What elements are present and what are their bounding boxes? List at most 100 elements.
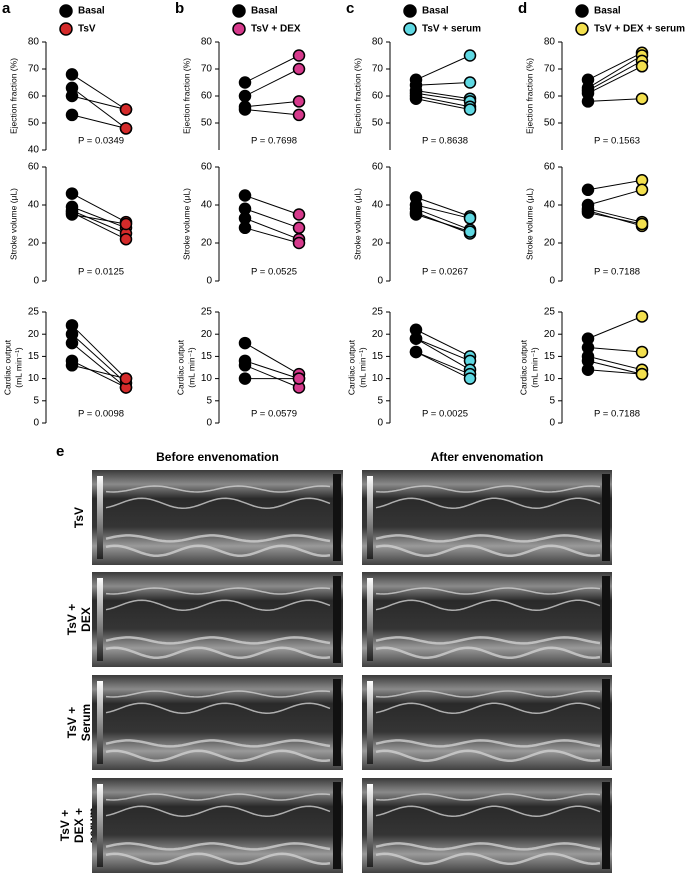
data-point bbox=[238, 372, 252, 385]
pair-line bbox=[244, 109, 300, 116]
y-tick-label: 15 bbox=[28, 351, 40, 362]
y-tick-label: 20 bbox=[544, 238, 556, 249]
legend-label: Basal bbox=[422, 6, 449, 17]
pair-line bbox=[415, 204, 471, 219]
data-point bbox=[119, 232, 133, 246]
y-tick-label: 20 bbox=[372, 329, 384, 340]
echo-wall bbox=[105, 702, 331, 714]
pair-line bbox=[415, 90, 471, 100]
echo-wall bbox=[105, 793, 331, 801]
data-point bbox=[409, 332, 423, 345]
p-value: P = 0.8638 bbox=[422, 136, 468, 147]
p-value: P = 0.0349 bbox=[78, 136, 124, 147]
y-tick-label: 0 bbox=[206, 418, 212, 429]
y-tick-label: 40 bbox=[544, 200, 556, 211]
pair-line bbox=[244, 55, 300, 83]
y-tick-label: 5 bbox=[377, 395, 383, 406]
echo-wall bbox=[375, 739, 601, 748]
y-tick-label: 0 bbox=[377, 276, 383, 287]
data-point bbox=[238, 359, 252, 372]
data-point bbox=[292, 236, 306, 250]
echo-wall bbox=[375, 749, 601, 762]
pair-line bbox=[71, 212, 127, 240]
y-tick-label: 5 bbox=[206, 395, 212, 406]
y-tick-label: 15 bbox=[544, 351, 556, 362]
pair-line bbox=[71, 342, 127, 388]
echo-scale bbox=[602, 782, 610, 869]
y-tick-label: 0 bbox=[206, 276, 212, 287]
pair-line bbox=[71, 360, 127, 388]
data-point bbox=[463, 225, 477, 238]
p-value: P = 0.0025 bbox=[422, 409, 468, 420]
p-value: P = 0.0125 bbox=[78, 267, 124, 278]
echo-wall bbox=[105, 739, 331, 748]
y-tick-label: 60 bbox=[201, 162, 213, 173]
echo-wall bbox=[375, 534, 601, 543]
echo-wall bbox=[105, 587, 331, 595]
pair-line bbox=[71, 324, 127, 379]
row-label: TsV + bbox=[65, 707, 79, 738]
y-axis-label: (mL min⁻¹) bbox=[186, 347, 196, 388]
p-value: P = 0.0579 bbox=[251, 409, 297, 420]
data-point bbox=[119, 217, 133, 231]
pair-line bbox=[244, 208, 300, 229]
p-value: P = 0.1563 bbox=[594, 136, 640, 147]
pair-line bbox=[587, 60, 643, 92]
y-axis-label: Stroke volume (μL) bbox=[524, 188, 534, 260]
pair-line bbox=[71, 214, 127, 225]
echo-image bbox=[362, 470, 612, 565]
data-point bbox=[238, 189, 252, 202]
data-point bbox=[238, 221, 252, 235]
pair-line bbox=[415, 351, 471, 375]
y-axis-label: Ejection fraction (%) bbox=[8, 58, 18, 134]
echo-gain-bar bbox=[367, 476, 373, 559]
pair-line bbox=[244, 364, 300, 388]
echo-gain-bar bbox=[97, 681, 103, 764]
echo-image bbox=[362, 572, 612, 667]
row-label: DEX + bbox=[72, 808, 86, 843]
echo-wall bbox=[105, 805, 331, 817]
data-point bbox=[65, 187, 79, 200]
pair-line bbox=[415, 214, 471, 233]
y-tick-label: 80 bbox=[28, 37, 40, 48]
echo-gain-bar bbox=[97, 784, 103, 867]
echo-wall bbox=[105, 842, 331, 851]
y-tick-label: 20 bbox=[544, 329, 556, 340]
data-point bbox=[292, 49, 306, 62]
p-value: P = 0.7698 bbox=[251, 136, 297, 147]
data-point bbox=[238, 103, 252, 116]
echo-wall bbox=[105, 599, 331, 611]
echo-scale bbox=[333, 782, 341, 869]
y-tick-label: 20 bbox=[28, 238, 40, 249]
echo-gain-bar bbox=[97, 578, 103, 661]
pair-line bbox=[71, 193, 127, 223]
legend-label: TsV + DEX bbox=[251, 24, 301, 35]
legend-marker bbox=[232, 4, 246, 18]
y-axis-label: Stroke volume (μL) bbox=[181, 188, 191, 260]
legend-marker bbox=[232, 22, 246, 36]
echo-gain-bar bbox=[97, 476, 103, 559]
pair-line bbox=[587, 98, 643, 102]
echo-wall bbox=[105, 534, 331, 543]
data-point bbox=[65, 359, 79, 372]
y-tick-label: 25 bbox=[201, 307, 213, 318]
data-point bbox=[65, 108, 79, 122]
panel-label: b bbox=[175, 0, 184, 17]
panel-label: e bbox=[56, 443, 64, 460]
data-point bbox=[581, 363, 595, 376]
y-tick-label: 70 bbox=[28, 64, 40, 75]
legend-marker bbox=[575, 4, 589, 18]
p-value: P = 0.0525 bbox=[251, 267, 297, 278]
y-tick-label: 0 bbox=[549, 418, 555, 429]
echo-image bbox=[362, 778, 612, 873]
y-tick-label: 40 bbox=[28, 145, 40, 156]
echo-wall bbox=[375, 485, 601, 493]
echo-gain-bar bbox=[367, 784, 373, 867]
echo-wall bbox=[375, 646, 601, 659]
pair-line bbox=[71, 364, 127, 380]
data-point bbox=[119, 372, 133, 385]
pair-line bbox=[587, 360, 643, 375]
pair-line bbox=[415, 98, 471, 110]
y-tick-label: 60 bbox=[28, 162, 40, 173]
column-title: After envenomation bbox=[431, 450, 544, 464]
